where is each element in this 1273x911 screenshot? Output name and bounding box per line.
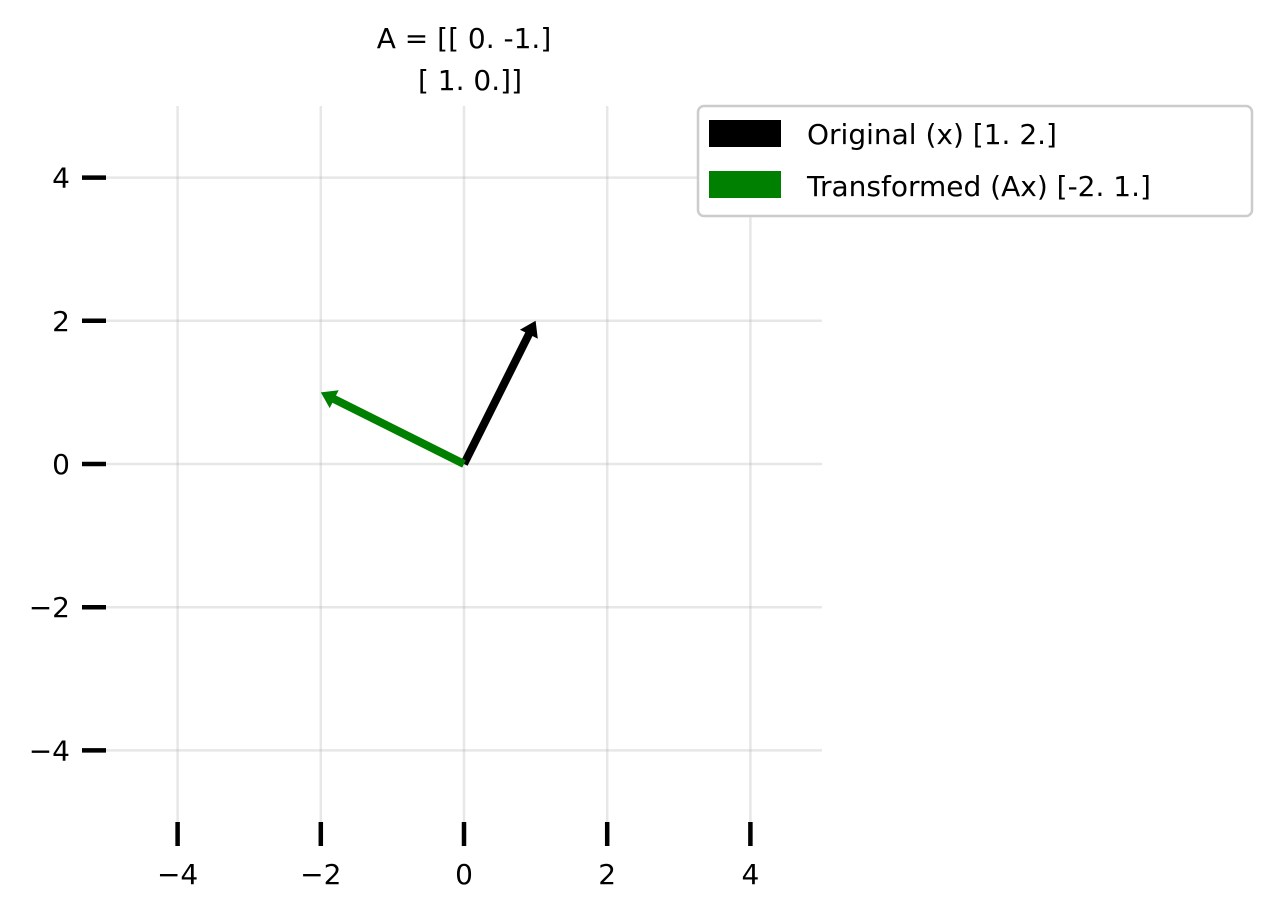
legend-swatch-transformed [709, 171, 781, 198]
y-tick-label: −4 [29, 734, 70, 767]
original-vector-arrow [460, 320, 538, 466]
y-tick-label: 4 [52, 162, 70, 195]
y-tick-label: 0 [52, 448, 70, 481]
y-tick-label: −2 [29, 591, 70, 624]
legend-label-transformed: Transformed (Ax) [-2. 1.] [806, 170, 1151, 203]
axis-ticks: −4 −2 0 2 4 −4 −2 0 2 4 [29, 162, 760, 891]
x-tick-label: 2 [598, 858, 616, 891]
x-tick-label: 4 [741, 858, 759, 891]
legend-label-original: Original (x) [1. 2.] [807, 118, 1057, 151]
legend-frame [696, 104, 1254, 218]
vectors [320, 320, 538, 468]
x-tick-label: −4 [157, 858, 198, 891]
chart-title: A = [[ 0. -1.] [ 1. 0.]] [377, 22, 552, 97]
y-tick-label: 2 [52, 305, 70, 338]
chart-title-line-2: [ 1. 0.]] [418, 64, 522, 97]
legend-swatch-original [709, 120, 781, 147]
chart-title-line-1: A = [[ 0. -1.] [377, 22, 552, 55]
x-tick-label: −2 [300, 858, 341, 891]
legend: Original (x) [1. 2.] Transformed (Ax) [-… [696, 104, 1254, 218]
x-tick-label: 0 [455, 858, 473, 891]
transformed-vector-arrow [320, 390, 466, 468]
